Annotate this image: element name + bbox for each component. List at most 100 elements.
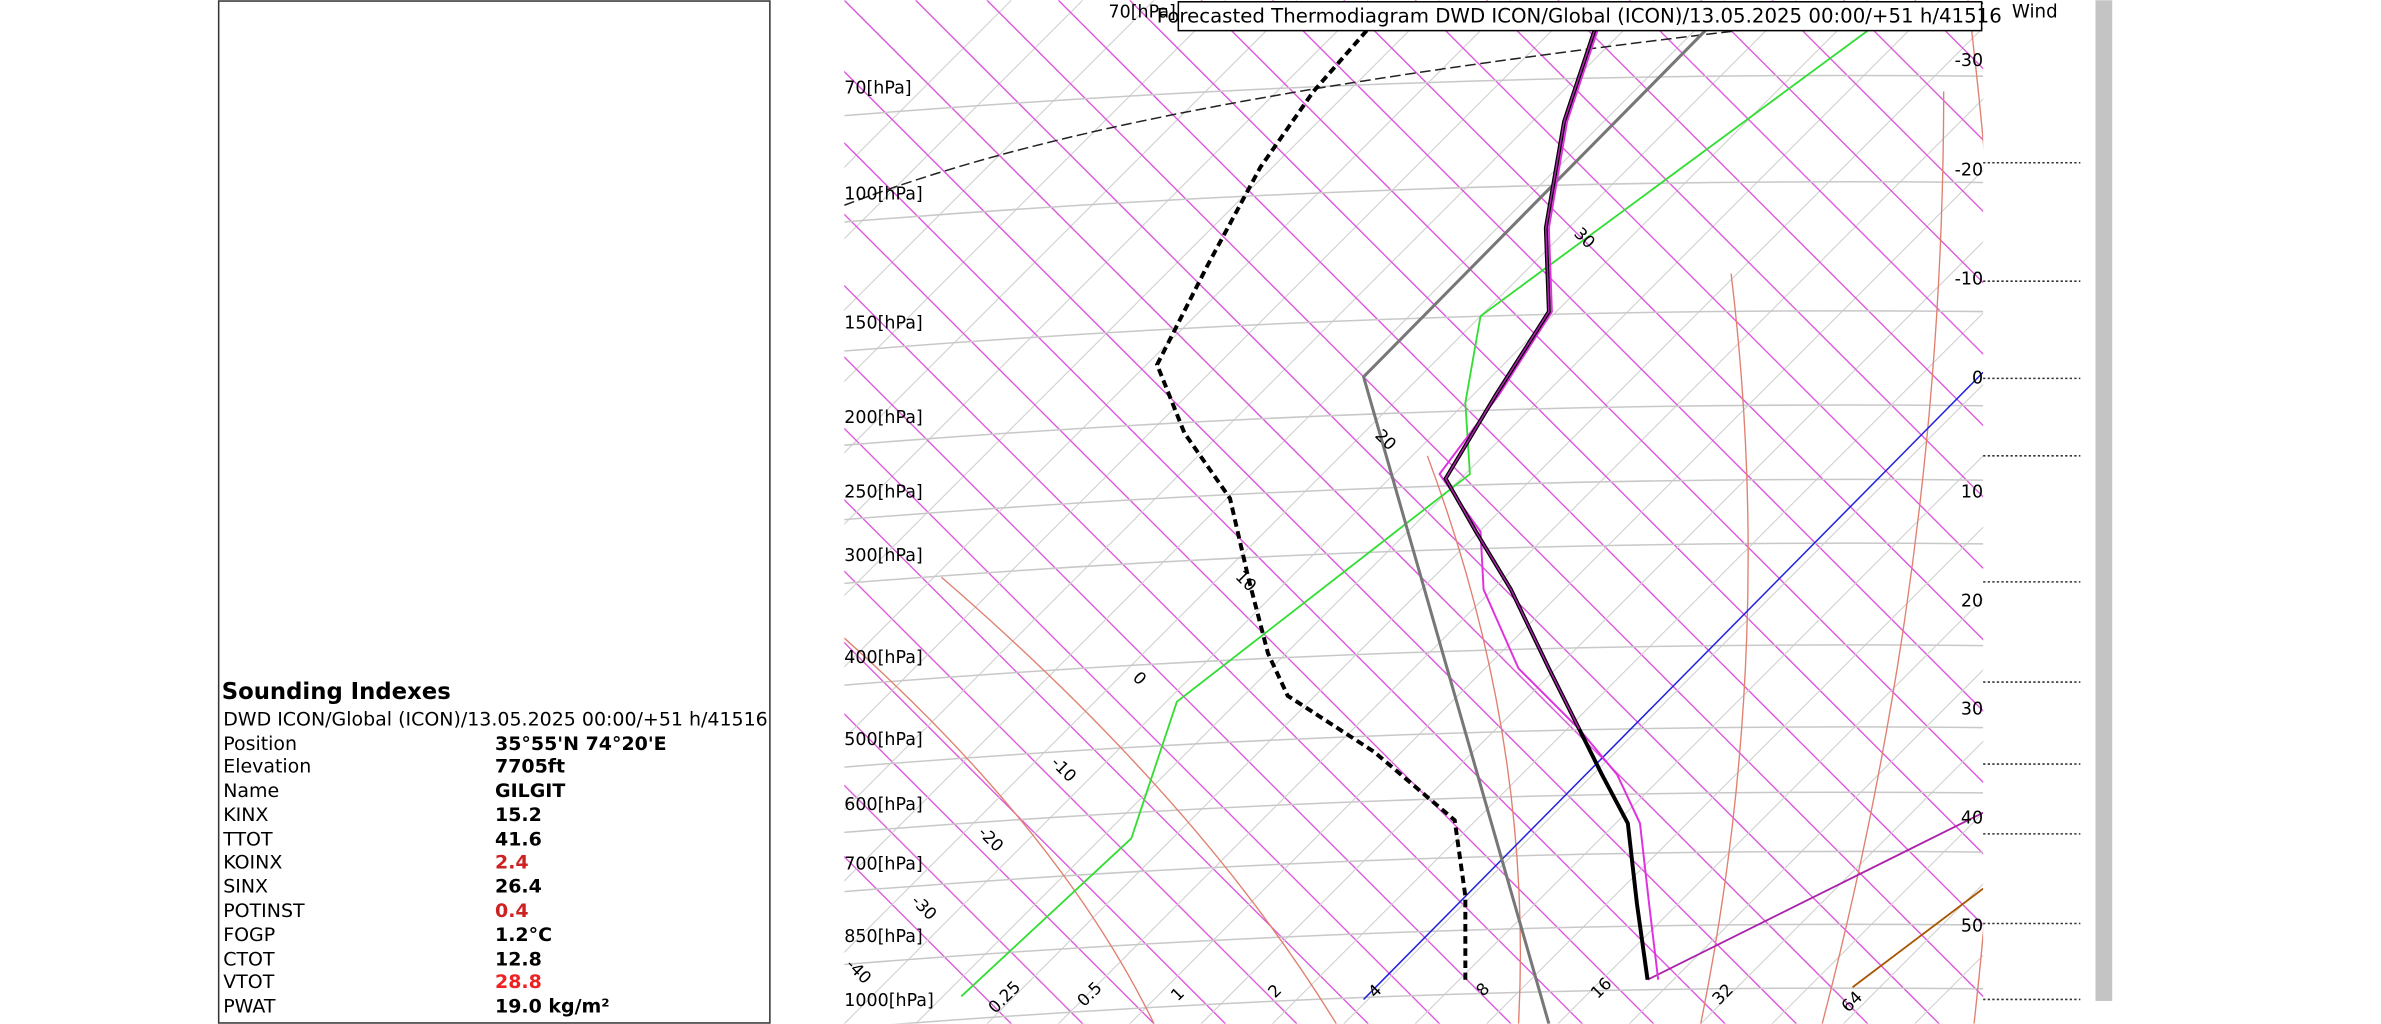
- tropopause-line: [844, 2, 1984, 206]
- row-label: SINX: [223, 876, 268, 898]
- row-value: 7705ft: [495, 756, 565, 778]
- adiabat: [844, 0, 1440, 597]
- adiabat: [986, 26, 1984, 1024]
- row-label: Name: [223, 780, 279, 802]
- row-label: VTOT: [223, 971, 274, 993]
- profiles: [844, 2, 1984, 1024]
- moist-adiabat: [1426, 455, 1522, 1024]
- adiabat: [844, 0, 1369, 525]
- mixing-ratio-label: 0.5: [1073, 977, 1106, 1010]
- adiabat: [844, 0, 1797, 954]
- isotherm: [2129, 0, 2381, 1023]
- adiabat: [915, 0, 1940, 1024]
- isotherm: [2343, 0, 2381, 1023]
- adiabat: [844, 0, 1084, 240]
- adiabat: [1771, 811, 1984, 1024]
- isobar: [892, 987, 1984, 1024]
- adiabat: [2129, 0, 2381, 1023]
- isobar: [844, 644, 1984, 686]
- mixing-ratio-label: 64: [1837, 987, 1866, 1016]
- isotherm: [1986, 0, 2381, 1023]
- adiabat: [1700, 740, 1984, 1024]
- adiabat: [2200, 0, 2381, 1023]
- top-pressure-label: 70[hPa]: [1109, 2, 1176, 22]
- row-value: 0.4: [495, 900, 529, 922]
- isotherm-label: 10: [1232, 566, 1261, 595]
- adiabat: [1272, 312, 1984, 1024]
- isotherm-label: -20: [974, 822, 1007, 855]
- adiabat: [1486, 526, 1984, 1024]
- isotherm-label: -10: [1047, 752, 1080, 785]
- adiabat: [844, 0, 1655, 811]
- row-label: POTINST: [223, 900, 305, 922]
- dewpoint-line: [1154, 29, 1468, 980]
- isotherm: [2200, 0, 2381, 1023]
- row-value: GILGIT: [495, 780, 565, 802]
- right-axis-label: 0: [1972, 368, 1983, 388]
- row-label: TTOT: [222, 828, 273, 850]
- temperature-overlay: [1444, 30, 1596, 730]
- isotherm: [844, 570, 1298, 1024]
- pressure-label: 70[hPa]: [844, 78, 911, 98]
- moist-adiabat: [941, 576, 1337, 1024]
- isobar: [844, 850, 1984, 893]
- adiabat: [1200, 240, 1984, 1024]
- adiabat: [1058, 98, 1984, 1024]
- isotherm-label: 0: [1129, 667, 1151, 689]
- isotherm-label: -40: [842, 954, 875, 987]
- adiabat: [1914, 954, 1984, 1024]
- title-box: [1177, 1, 1983, 32]
- isotherm: [1700, 0, 1984, 284]
- mixing-ratio-label: 0.25: [984, 977, 1024, 1017]
- row-value: 28.8: [495, 971, 542, 993]
- moist-adiabat: [1967, 0, 1984, 1024]
- row-value: 19.0 kg/m²: [495, 996, 610, 1018]
- panel-title: Sounding Indexes: [222, 679, 451, 705]
- brown-line: [1852, 887, 1984, 989]
- right-axis-label: 40: [1961, 809, 1983, 829]
- adiabat: [1414, 455, 1984, 1024]
- mixing-ratio-label: 4: [1364, 980, 1386, 1002]
- pressure-label: 850[hPa]: [844, 927, 922, 947]
- mixing-ratio-label: 2: [1264, 980, 1286, 1002]
- row-value: 26.4: [495, 876, 542, 898]
- row-value: 2.4: [495, 851, 529, 873]
- adiabat: [2343, 0, 2381, 1023]
- pressure-label: 1000[hPa]: [844, 991, 934, 1011]
- wind-bar: [2095, 0, 2113, 1001]
- row-label: KOINX: [223, 851, 282, 873]
- pressure-label: 250[hPa]: [844, 482, 922, 502]
- adiabat: [2272, 0, 2381, 1023]
- green-line: [960, 29, 1869, 998]
- pressure-label: 500[hPa]: [844, 730, 922, 750]
- right-axis-label: 20: [1961, 592, 1983, 612]
- isotherm-label: -30: [908, 891, 941, 924]
- mixing-ratio-label: 1: [1166, 983, 1188, 1005]
- isotherm: [844, 784, 1084, 1024]
- row-label: FOGP: [223, 924, 275, 946]
- row-value: 41.6: [495, 828, 542, 850]
- isotherm: [2272, 0, 2381, 1023]
- isobar: [844, 74, 1984, 117]
- isobar: [844, 404, 1984, 446]
- adiabat: [1129, 169, 1984, 1024]
- row-label: Position: [223, 733, 297, 755]
- row-label: PWAT: [223, 996, 276, 1018]
- row-value: 35°55'N 74°20'E: [495, 733, 667, 755]
- diagram-title: Forecasted Thermodiagram DWD ICON/Global…: [1157, 4, 2002, 27]
- isotherm-label: 20: [1371, 425, 1400, 454]
- pressure-label: 600[hPa]: [844, 795, 922, 815]
- adiabat: [1628, 669, 1984, 1024]
- virtual-temp-line: [1438, 30, 1660, 980]
- right-axis-label: -30: [1955, 51, 1984, 71]
- pressure-label: 150[hPa]: [844, 314, 922, 334]
- isotherm: [844, 641, 1226, 1024]
- adiabat: [844, 0, 1512, 668]
- mixing-ratio-label: 8: [1472, 978, 1494, 1000]
- row-value: 15.2: [495, 804, 542, 826]
- pressure-label: 400[hPa]: [844, 648, 922, 668]
- panel-subtitle: DWD ICON/Global (ICON)/13.05.2025 00:00/…: [223, 709, 768, 731]
- isotherm: [1914, 0, 1984, 70]
- parcel-line: [1361, 26, 1710, 1024]
- pressure-label: 100[hPa]: [844, 185, 922, 205]
